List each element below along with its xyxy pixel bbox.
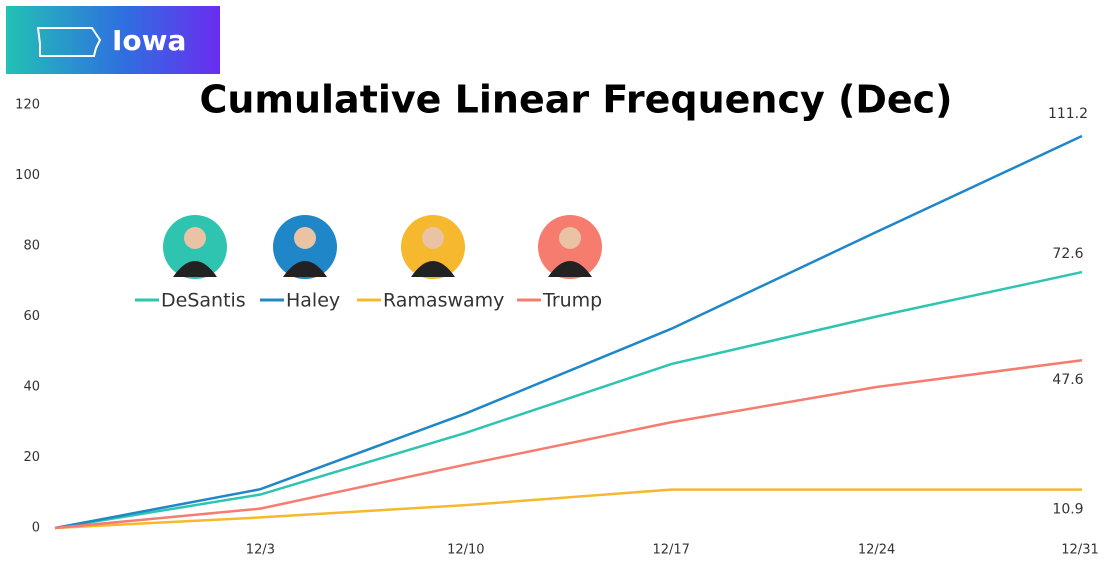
value-label: 10.9: [1052, 502, 1083, 518]
badge-background: [6, 6, 220, 74]
y-tick-label: 120: [15, 98, 40, 113]
legend-item: Ramaswamy: [357, 215, 504, 312]
avatar-body: [411, 261, 455, 277]
badge: Iowa: [6, 6, 220, 74]
iowa-outline: [36, 27, 102, 57]
avatar-body: [548, 261, 592, 277]
legend-item: Trump: [517, 215, 602, 312]
value-label: 47.6: [1052, 372, 1083, 388]
avatar-body: [173, 261, 217, 277]
avatar-head: [294, 227, 316, 249]
value-label: 72.6: [1052, 246, 1083, 262]
y-tick-label: 40: [23, 380, 40, 395]
x-tick-label: 12/17: [652, 543, 689, 558]
avatar-head: [184, 227, 206, 249]
series-line: [54, 488, 1082, 530]
y-tick-label: 80: [23, 239, 40, 254]
x-tick-label: 12/24: [858, 543, 895, 558]
legend-label: DeSantis: [161, 290, 246, 312]
y-tick-label: 100: [15, 168, 40, 183]
legend-label: Trump: [542, 290, 602, 312]
x-tick-label: 12/31: [1061, 543, 1098, 558]
avatar-body: [283, 261, 327, 277]
x-tick-label: 12/3: [246, 543, 275, 558]
series-line: [54, 358, 1083, 530]
legend-item: DeSantis: [135, 215, 246, 312]
y-tick-label: 60: [23, 309, 40, 324]
y-tick-label: 0: [32, 521, 40, 536]
y-tick-label: 20: [23, 450, 40, 465]
legend-item: Haley: [260, 215, 340, 312]
x-tick-label: 12/10: [447, 543, 484, 558]
avatar-head: [559, 227, 581, 249]
value-label: 111.2: [1048, 106, 1088, 122]
legend-label: Ramaswamy: [383, 290, 504, 312]
series-line: [54, 134, 1083, 530]
badge-label: Iowa: [112, 24, 186, 57]
chart-title: Cumulative Linear Frequency (Dec): [199, 78, 952, 122]
series-line: [54, 270, 1083, 530]
avatar-head: [422, 227, 444, 249]
legend-label: Haley: [286, 290, 340, 312]
